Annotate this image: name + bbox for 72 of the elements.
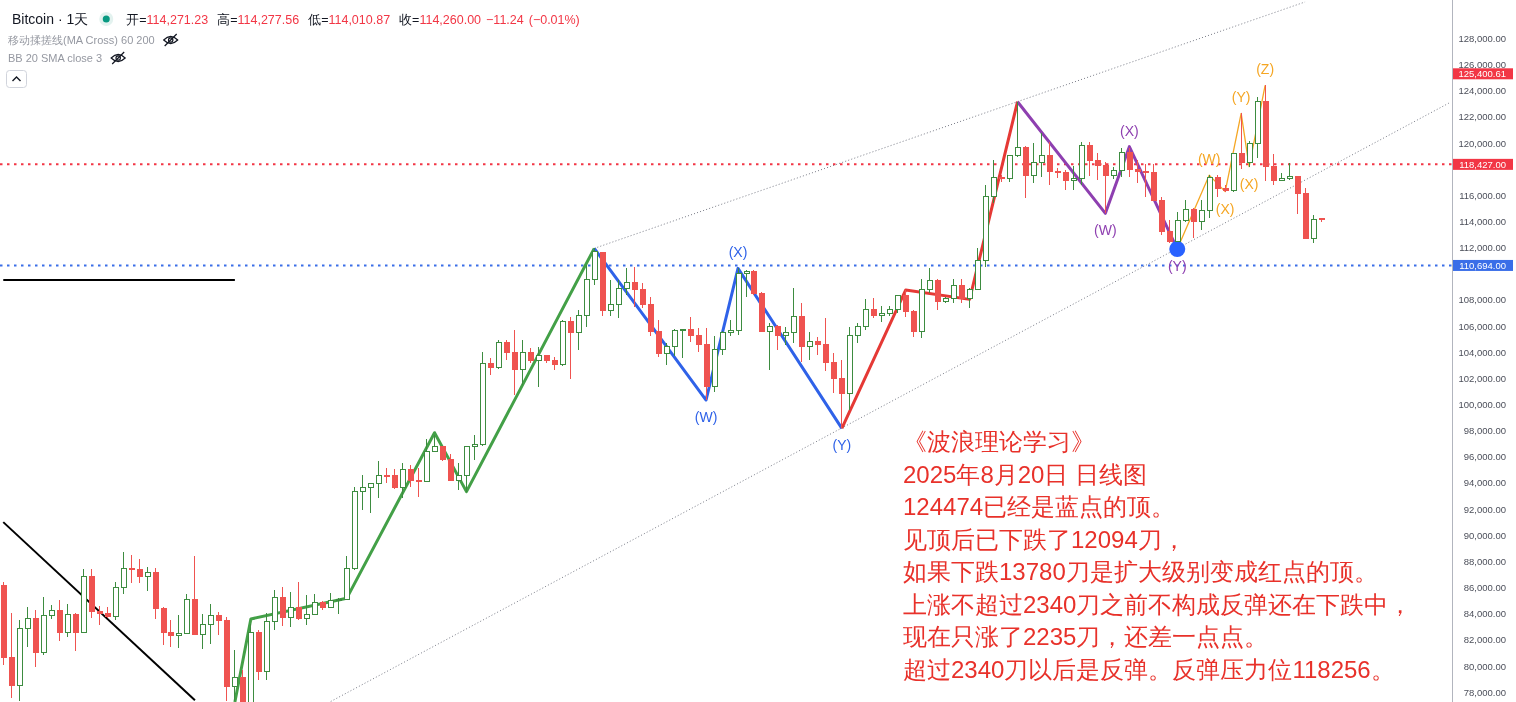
- y-tick-label: 124,000.00: [1458, 85, 1506, 97]
- candlestick: [56, 599, 63, 642]
- data-label: (X): [728, 244, 748, 261]
- data-label: (Y): [1167, 258, 1187, 275]
- annotation: 上涨不超过2340刀之前不构成反弹还在下跌中，: [903, 590, 1413, 618]
- data-label: (W): [1094, 222, 1117, 239]
- data-label: (W): [694, 409, 718, 426]
- annotation: BB 20 SMA close 3: [8, 52, 103, 64]
- candlestick: [399, 462, 406, 499]
- candlestick: [567, 316, 574, 380]
- data-label: (Y): [1231, 89, 1251, 106]
- candlestick: [231, 649, 238, 702]
- annotation: 2025年8月20日 日线图: [903, 460, 1148, 488]
- data-label: (Z): [1256, 61, 1275, 78]
- annotation: 《波浪理论学习》: [903, 428, 1095, 455]
- y-tick-label: 96,000.00: [1463, 451, 1506, 463]
- y-tick-label: 126,000.00: [1458, 59, 1506, 71]
- candlestick: [519, 339, 526, 386]
- y-tick-label: 114,000.00: [1459, 216, 1506, 228]
- y-tick-label: 112,000.00: [1459, 242, 1506, 254]
- candlestick: [64, 603, 71, 638]
- annotation: 超过2340刀以后是反弹。反弹压力位118256。: [903, 655, 1395, 683]
- candlestick: [774, 324, 781, 351]
- candlestick: [535, 346, 542, 388]
- y-tick-label: 78,000.00: [1463, 686, 1506, 698]
- y-tick-label: 122,000.00: [1458, 111, 1506, 123]
- y-tick-label: 106,000.00: [1458, 320, 1506, 332]
- annotation: 如果下跌13780刀是扩大级别变成红点的顶。: [903, 558, 1378, 585]
- candlestick: [934, 278, 941, 311]
- y-tick-label: 98,000.00: [1463, 425, 1506, 437]
- data-label: (W): [1197, 151, 1221, 168]
- candlestick: [279, 586, 286, 627]
- data-label: (X): [1215, 200, 1235, 217]
- line-series: [233, 246, 596, 702]
- candlestick: [766, 322, 773, 371]
- y-tick-label: 90,000.00: [1463, 529, 1506, 541]
- text: 开=114,271.23 高=114,277.56 低=114,010.87 收=114,260.00 −11.24 (−0.01%): [126, 13, 580, 27]
- y-tick-label: 102,000.00: [1458, 372, 1506, 384]
- y-tick-label: 116,000.00: [1459, 189, 1506, 201]
- y-tick-label: 94,000.00: [1463, 477, 1506, 489]
- candlestick: [1310, 214, 1317, 244]
- candlestick: [144, 566, 151, 592]
- ref-line-label: 110,694.00: [1459, 259, 1506, 271]
- candlestick: [1190, 207, 1197, 239]
- candlestick: [870, 297, 877, 319]
- y-tick-label: 84,000.00: [1463, 608, 1506, 620]
- candlestick: [287, 591, 294, 628]
- y-tick-label: 104,000.00: [1458, 346, 1506, 358]
- y-tick-label: 108,000.00: [1458, 294, 1506, 306]
- candlestick: [958, 278, 965, 304]
- y-tick-label: 82,000.00: [1463, 634, 1506, 646]
- y-tick-label: 120,000.00: [1458, 137, 1506, 149]
- y-tick-label: 86,000.00: [1463, 582, 1506, 594]
- annotation: 现在只涨了2235刀，还差一点点。: [903, 623, 1269, 650]
- y-tick-label: 92,000.00: [1463, 503, 1506, 515]
- data-label: (X): [1239, 175, 1259, 192]
- data-label: (X): [1120, 122, 1139, 139]
- annotation: 见顶后已下跌了12094刀，: [903, 525, 1186, 553]
- ref-line-label: 118,427.00: [1459, 158, 1506, 170]
- candlestick: [1238, 112, 1245, 170]
- y-tick-label: 100,000.00: [1458, 399, 1506, 411]
- text: 125,400.61: [1458, 68, 1506, 80]
- candlestick: [72, 612, 79, 652]
- y-tick-label: 88,000.00: [1463, 555, 1506, 567]
- candlestick: [295, 581, 302, 621]
- annotation: 移动揉搓线(MA Cross) 60 200: [8, 34, 155, 46]
- annotation: 124474已经是蓝点的顶。: [903, 493, 1176, 520]
- data-label: (Y): [832, 437, 852, 454]
- y-tick-label: 128,000.00: [1458, 33, 1506, 45]
- candlestick: [806, 331, 813, 361]
- y-tick-label: 80,000.00: [1463, 660, 1506, 672]
- text: Bitcoin · 1天: [12, 11, 89, 27]
